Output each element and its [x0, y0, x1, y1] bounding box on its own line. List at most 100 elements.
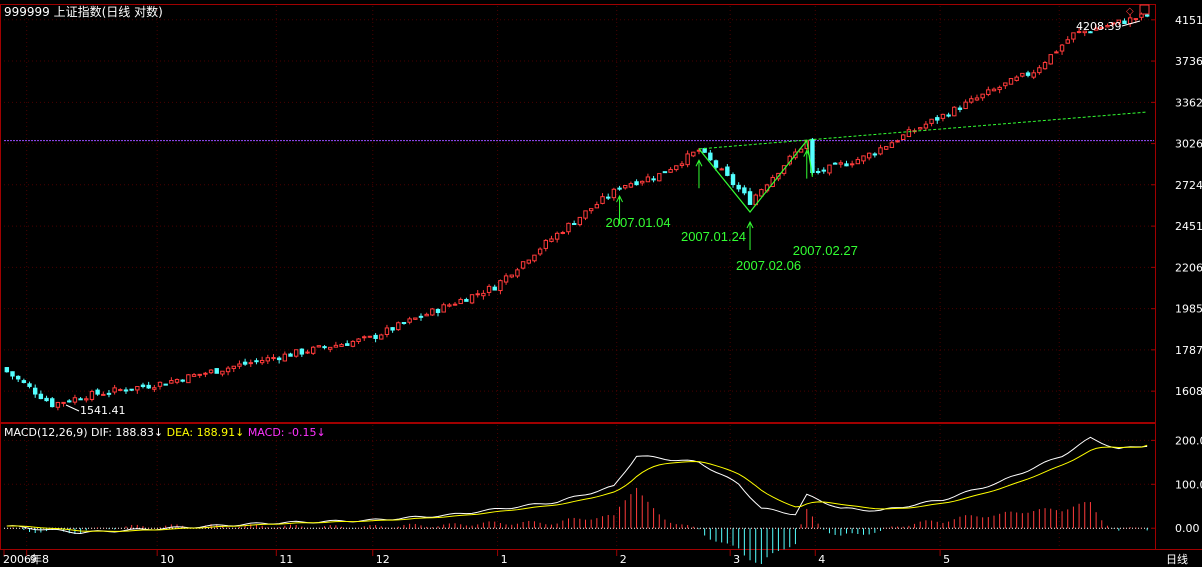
month-label: 1 — [501, 553, 508, 566]
diamond-toggle-icon[interactable]: ◇ — [1126, 6, 1134, 17]
candle-down — [38, 393, 44, 400]
candle-up — [197, 373, 202, 376]
macd-grid — [4, 425, 1154, 548]
candle-up — [628, 183, 634, 188]
candle-up — [1127, 17, 1133, 25]
candle-down — [815, 170, 821, 173]
candle-down — [129, 388, 134, 391]
candle-up — [997, 86, 1002, 91]
month-label: 5 — [943, 553, 950, 566]
candle-up — [1042, 62, 1048, 70]
candle-up — [84, 398, 89, 401]
candle-up — [305, 351, 310, 354]
macd-axis: 200.0 100.0 0.00 — [1151, 434, 1202, 535]
candle-up — [396, 322, 401, 331]
candle-up — [367, 335, 373, 338]
candle-up — [135, 386, 140, 391]
month-label: 9 — [30, 553, 37, 566]
candle-up — [929, 118, 934, 124]
candle-down — [872, 153, 878, 156]
candle-up — [169, 380, 174, 384]
candle-down — [78, 398, 83, 401]
candle-down — [747, 191, 753, 205]
panel-icons[interactable]: ◇ — [1126, 4, 1150, 17]
candle-up — [101, 393, 106, 396]
month-label: 11 — [279, 553, 293, 566]
candle-down — [276, 357, 282, 361]
candle-up — [237, 363, 242, 367]
price-tick-label: 3736 — [1175, 55, 1202, 68]
candle-up — [152, 387, 157, 390]
period-label[interactable]: 日线 — [1166, 552, 1188, 566]
candle-up — [685, 153, 690, 166]
macd-value-legend: MACD: -0.15↓ — [248, 426, 326, 439]
candle-up — [588, 208, 594, 212]
macd-histogram — [4, 487, 1150, 564]
candle-up — [719, 168, 724, 171]
candle-down — [106, 392, 112, 395]
window-restore-icon[interactable] — [1139, 4, 1150, 15]
month-label: 2006年8 — [3, 552, 49, 566]
candle-up — [208, 369, 214, 374]
candle-up — [952, 106, 957, 117]
candle-up — [316, 345, 322, 348]
candle-up — [1105, 25, 1110, 28]
candle-up — [271, 357, 276, 360]
candle-up — [503, 275, 509, 283]
candle-up — [1003, 82, 1008, 87]
candle-down — [844, 163, 849, 167]
macd-legend-text: MACD(12,26,9) DIF: 188.83↓ DEA: 188.91↓ … — [4, 426, 326, 439]
candle-up — [679, 163, 685, 167]
candle-down — [730, 174, 736, 186]
price-tick-label: 2724 — [1175, 179, 1202, 192]
candle-up — [923, 123, 929, 129]
candle-down — [832, 162, 838, 165]
candle-down — [492, 286, 497, 291]
candle-up — [849, 163, 855, 166]
candle-up — [759, 189, 764, 197]
candle-up — [441, 304, 446, 313]
annotation-label: 2007.01.04 — [606, 215, 671, 230]
candle-up — [861, 155, 866, 162]
candle-down — [1144, 14, 1150, 17]
candle-up — [112, 387, 117, 393]
candle-down — [50, 398, 55, 408]
candle-up — [481, 292, 486, 297]
candle-down — [1025, 72, 1031, 76]
candle-up — [509, 274, 514, 278]
candle-up — [174, 378, 180, 383]
candle-down — [373, 334, 378, 339]
candle-down — [634, 181, 639, 186]
candle-up — [974, 97, 980, 101]
low-pointer — [65, 404, 80, 412]
candle-up — [157, 381, 163, 387]
candle-down — [123, 389, 129, 392]
candle-up — [889, 142, 895, 148]
candle-up — [577, 216, 583, 226]
candle-down — [662, 171, 668, 174]
dea-line — [6, 444, 1148, 532]
candle-up — [600, 196, 605, 204]
candle-up — [225, 367, 231, 373]
candle-down — [4, 367, 10, 373]
candle-up — [469, 294, 475, 304]
candle-up — [265, 357, 271, 362]
candle-down — [651, 178, 656, 181]
month-label: 10 — [160, 553, 174, 566]
candle-down — [140, 384, 146, 388]
candle-up — [1059, 44, 1065, 52]
candle-up — [1037, 67, 1042, 74]
candle-up — [560, 231, 566, 234]
candle-up — [520, 261, 526, 269]
candle-down — [27, 383, 32, 387]
candle-up — [1071, 32, 1076, 40]
candle-down — [401, 322, 407, 325]
annotation-arrowhead — [803, 149, 811, 157]
macd-lines — [6, 436, 1148, 534]
candle-down — [254, 360, 259, 363]
candle-up — [549, 238, 554, 242]
candle-up — [583, 210, 588, 219]
candle-up — [486, 285, 492, 293]
